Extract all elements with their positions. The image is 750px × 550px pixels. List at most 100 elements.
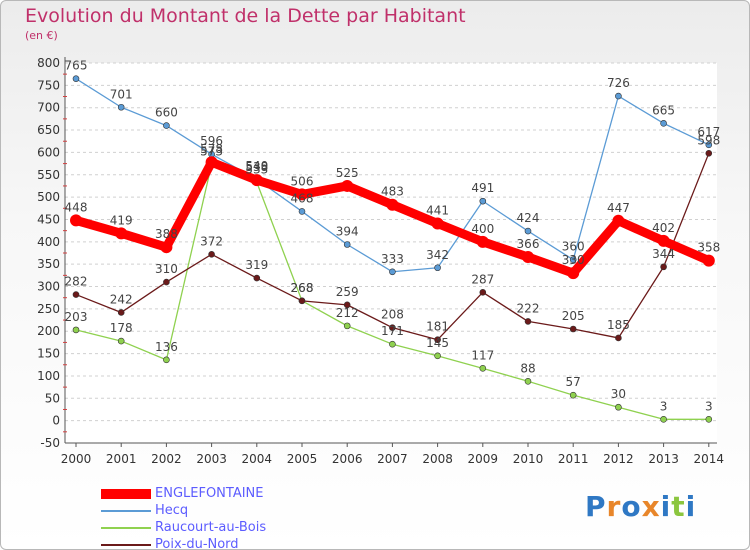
y-tick-label: 250 bbox=[37, 302, 60, 316]
legend-item-raucourt-au-bois[interactable]: Raucourt-au-Bois bbox=[101, 519, 341, 536]
data-label: 447 bbox=[607, 201, 630, 215]
y-tick-label: 450 bbox=[37, 212, 60, 226]
data-point bbox=[298, 297, 306, 305]
data-point bbox=[431, 217, 444, 230]
data-label: 342 bbox=[426, 248, 449, 262]
data-label: 136 bbox=[155, 340, 178, 354]
data-point bbox=[117, 309, 125, 316]
data-label: 448 bbox=[65, 200, 88, 214]
y-tick-label: 50 bbox=[45, 391, 60, 405]
data-point bbox=[660, 120, 667, 127]
data-label: 268 bbox=[291, 281, 314, 295]
data-label: 538 bbox=[245, 160, 268, 174]
data-label: 3 bbox=[705, 399, 713, 413]
y-tick-label: 100 bbox=[37, 369, 60, 383]
data-point bbox=[567, 267, 580, 280]
data-point bbox=[569, 256, 577, 264]
data-point bbox=[72, 326, 80, 334]
data-label: 596 bbox=[200, 134, 223, 148]
data-point bbox=[70, 214, 82, 227]
x-tick-label: 2011 bbox=[558, 452, 589, 466]
y-tick-label: 800 bbox=[37, 56, 60, 70]
data-label: 419 bbox=[110, 213, 133, 227]
data-label: 145 bbox=[426, 336, 449, 350]
data-point bbox=[343, 241, 351, 248]
x-tick-label: 2006 bbox=[332, 452, 363, 466]
data-point bbox=[612, 214, 625, 227]
x-tick-label: 2007 bbox=[377, 452, 408, 466]
legend-item-poix-du-nord[interactable]: Poix-du-Nord bbox=[101, 536, 341, 550]
data-label: 578 bbox=[200, 142, 223, 156]
data-point bbox=[522, 251, 534, 264]
chart-title: Evolution du Montant de la Dette par Hab… bbox=[25, 5, 466, 27]
data-label: 388 bbox=[155, 227, 178, 241]
data-point bbox=[343, 322, 351, 330]
data-point bbox=[250, 174, 263, 187]
data-label: 525 bbox=[336, 166, 359, 180]
chart-unit: (en €) bbox=[25, 29, 58, 42]
legend-swatch bbox=[101, 489, 151, 499]
data-label: 57 bbox=[566, 375, 581, 389]
data-label: 117 bbox=[471, 348, 494, 362]
y-tick-label: 400 bbox=[37, 235, 60, 249]
legend-item-hecq[interactable]: Hecq bbox=[101, 502, 341, 519]
legend-label: Raucourt-au-Bois bbox=[155, 520, 267, 535]
legend-label: Poix-du-Nord bbox=[155, 537, 239, 550]
data-label: 3 bbox=[660, 399, 668, 413]
data-point bbox=[660, 416, 667, 423]
data-point bbox=[524, 378, 532, 385]
data-label: 400 bbox=[471, 222, 494, 236]
data-label: 208 bbox=[381, 308, 404, 322]
data-label: 402 bbox=[652, 221, 675, 235]
legend-item-englefontaine[interactable]: ENGLEFONTAINE bbox=[101, 485, 341, 502]
data-point bbox=[115, 227, 128, 240]
logo-letter: t bbox=[671, 490, 686, 523]
data-label: 203 bbox=[65, 310, 88, 324]
data-point bbox=[72, 75, 80, 82]
data-point bbox=[434, 264, 441, 272]
data-label: 333 bbox=[381, 252, 404, 266]
data-label: 483 bbox=[381, 185, 404, 199]
y-tick-label: 150 bbox=[37, 347, 60, 361]
data-point bbox=[434, 336, 441, 344]
data-point bbox=[117, 337, 125, 345]
data-label: 540 bbox=[245, 159, 268, 173]
data-label: 171 bbox=[381, 324, 404, 338]
data-point bbox=[479, 365, 487, 372]
y-tick-label: 200 bbox=[37, 324, 60, 338]
y-tick-label: 750 bbox=[37, 78, 60, 92]
data-point bbox=[705, 150, 713, 157]
x-tick-label: 2003 bbox=[196, 452, 227, 466]
data-point bbox=[163, 122, 170, 129]
data-label: 394 bbox=[336, 225, 359, 239]
data-label: 665 bbox=[652, 103, 675, 117]
y-tick-label: 550 bbox=[37, 168, 60, 182]
x-tick-label: 2001 bbox=[106, 452, 137, 466]
logo-letter: P bbox=[585, 490, 607, 523]
data-point bbox=[163, 356, 170, 364]
data-label: 360 bbox=[562, 240, 585, 254]
data-label: 30 bbox=[611, 387, 626, 401]
data-point bbox=[476, 235, 489, 248]
data-label: 268 bbox=[291, 281, 314, 295]
data-label: 372 bbox=[200, 234, 223, 248]
data-label: 573 bbox=[200, 144, 223, 158]
data-label: 491 bbox=[471, 181, 494, 195]
data-point bbox=[569, 325, 577, 333]
x-tick-label: 2008 bbox=[422, 452, 453, 466]
legend-label: Hecq bbox=[155, 503, 189, 518]
data-label: 242 bbox=[110, 292, 133, 306]
data-point bbox=[615, 334, 622, 342]
y-tick-label: -50 bbox=[40, 436, 60, 450]
data-point bbox=[117, 103, 125, 111]
data-point bbox=[298, 208, 306, 215]
data-label: 344 bbox=[652, 247, 675, 261]
data-label: 701 bbox=[110, 87, 133, 101]
data-label: 181 bbox=[426, 320, 449, 334]
y-tick-label: 500 bbox=[37, 190, 60, 204]
data-label: 330 bbox=[562, 253, 585, 267]
data-point bbox=[479, 289, 487, 296]
logo-letter: x bbox=[641, 490, 661, 523]
data-label: 212 bbox=[336, 306, 359, 320]
